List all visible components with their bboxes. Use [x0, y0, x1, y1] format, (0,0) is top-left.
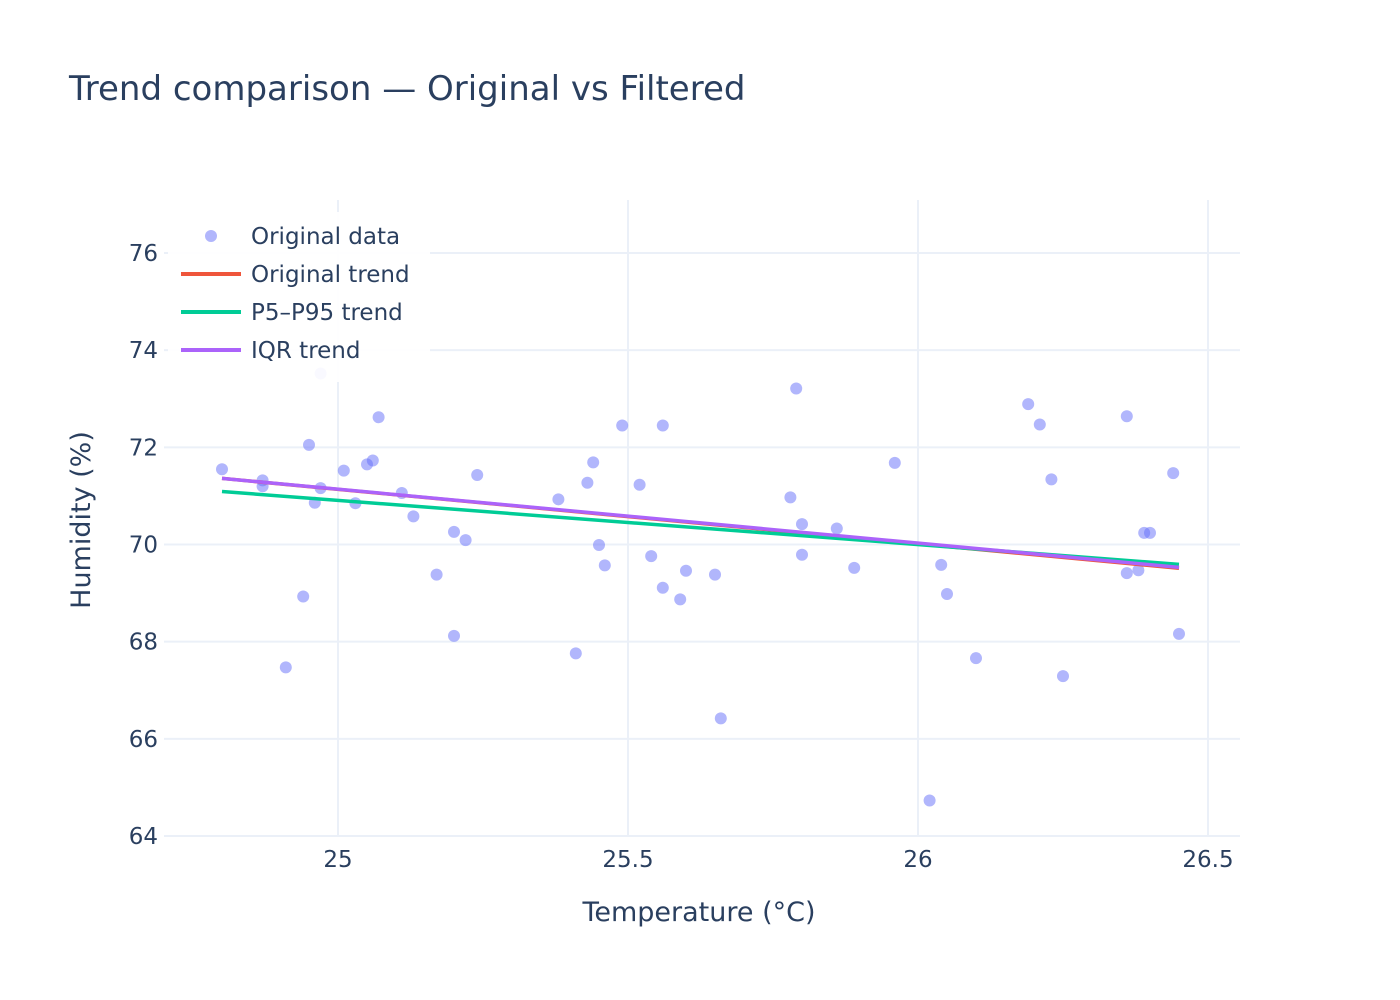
y-axis-title: Humidity (%) — [66, 431, 97, 609]
data-point — [1022, 398, 1035, 411]
data-point — [830, 522, 843, 535]
data-point — [471, 469, 484, 482]
legend-label: Original data — [251, 224, 400, 250]
data-point — [430, 568, 443, 581]
data-point — [656, 581, 669, 594]
data-point — [303, 438, 315, 451]
data-point — [714, 712, 727, 725]
data-point — [1173, 627, 1185, 640]
y-tick-label: 76 — [129, 241, 158, 267]
legend-item-original-trend: Original trend — [181, 262, 410, 288]
data-point — [552, 493, 565, 506]
data-point — [790, 382, 803, 395]
data-point — [407, 510, 420, 523]
x-axis-title: Temperature (°C) — [581, 897, 815, 928]
y-tick-label: 64 — [129, 824, 158, 850]
y-tick-label: 72 — [129, 435, 158, 461]
data-point — [1033, 418, 1046, 431]
iqr-trend-line — [221, 476, 1180, 570]
y-tick-label: 70 — [129, 533, 158, 559]
data-point — [1132, 564, 1145, 577]
data-point — [935, 558, 948, 571]
data-point — [796, 518, 808, 531]
x-tick-label: 26 — [903, 847, 932, 873]
y-tick-label: 66 — [129, 727, 158, 753]
data-point — [1167, 467, 1180, 480]
plot-area — [216, 367, 1185, 807]
data-point — [656, 419, 669, 432]
chart-title: Trend comparison — Original vs Filtered — [68, 69, 745, 109]
y-tick-label: 74 — [129, 338, 158, 364]
data-point — [593, 538, 605, 551]
data-point — [366, 454, 379, 467]
x-tick-label: 26.5 — [1182, 847, 1233, 873]
data-point — [598, 559, 611, 572]
data-point — [448, 629, 460, 642]
data-point — [1045, 473, 1058, 486]
data-point — [216, 463, 228, 476]
data-point — [569, 647, 582, 660]
legend-marker — [205, 230, 217, 242]
legend: Original data Original trend P5–P95 trend I… — [168, 212, 430, 382]
data-point — [581, 476, 594, 489]
legend-item-p5-p95-trend: P5–P95 trend — [181, 300, 403, 326]
series-original-data — [216, 367, 1185, 807]
data-point — [970, 652, 982, 665]
data-point — [848, 561, 861, 574]
data-point — [587, 456, 600, 469]
x-tick-label: 25.5 — [602, 847, 653, 873]
data-point — [279, 661, 292, 674]
data-point — [1144, 526, 1156, 539]
legend-item-original-data: Original data — [205, 224, 400, 250]
data-point — [459, 534, 472, 547]
data-point — [941, 588, 953, 601]
data-point — [1057, 670, 1069, 683]
x-tick-label: 25 — [323, 847, 352, 873]
data-point — [372, 411, 385, 424]
data-point — [337, 464, 350, 477]
data-point — [784, 491, 797, 504]
data-point — [297, 590, 310, 603]
data-point — [1120, 410, 1133, 423]
data-point — [796, 548, 808, 561]
data-point — [616, 419, 629, 432]
axis-ticks: 25 25.5 26 26.5 64 66 68 70 72 74 76 — [129, 241, 1234, 873]
data-point — [674, 593, 687, 606]
data-point — [923, 794, 936, 807]
data-point — [888, 456, 901, 469]
data-point — [645, 550, 658, 563]
data-point — [448, 525, 460, 538]
legend-label: IQR trend — [251, 338, 360, 364]
data-point — [1120, 567, 1133, 580]
y-tick-label: 68 — [129, 630, 158, 656]
data-point — [680, 564, 692, 577]
data-point — [633, 478, 646, 491]
legend-label: Original trend — [251, 262, 410, 288]
legend-item-iqr-trend: IQR trend — [181, 338, 360, 364]
legend-label: P5–P95 trend — [251, 300, 403, 326]
data-point — [709, 568, 721, 581]
